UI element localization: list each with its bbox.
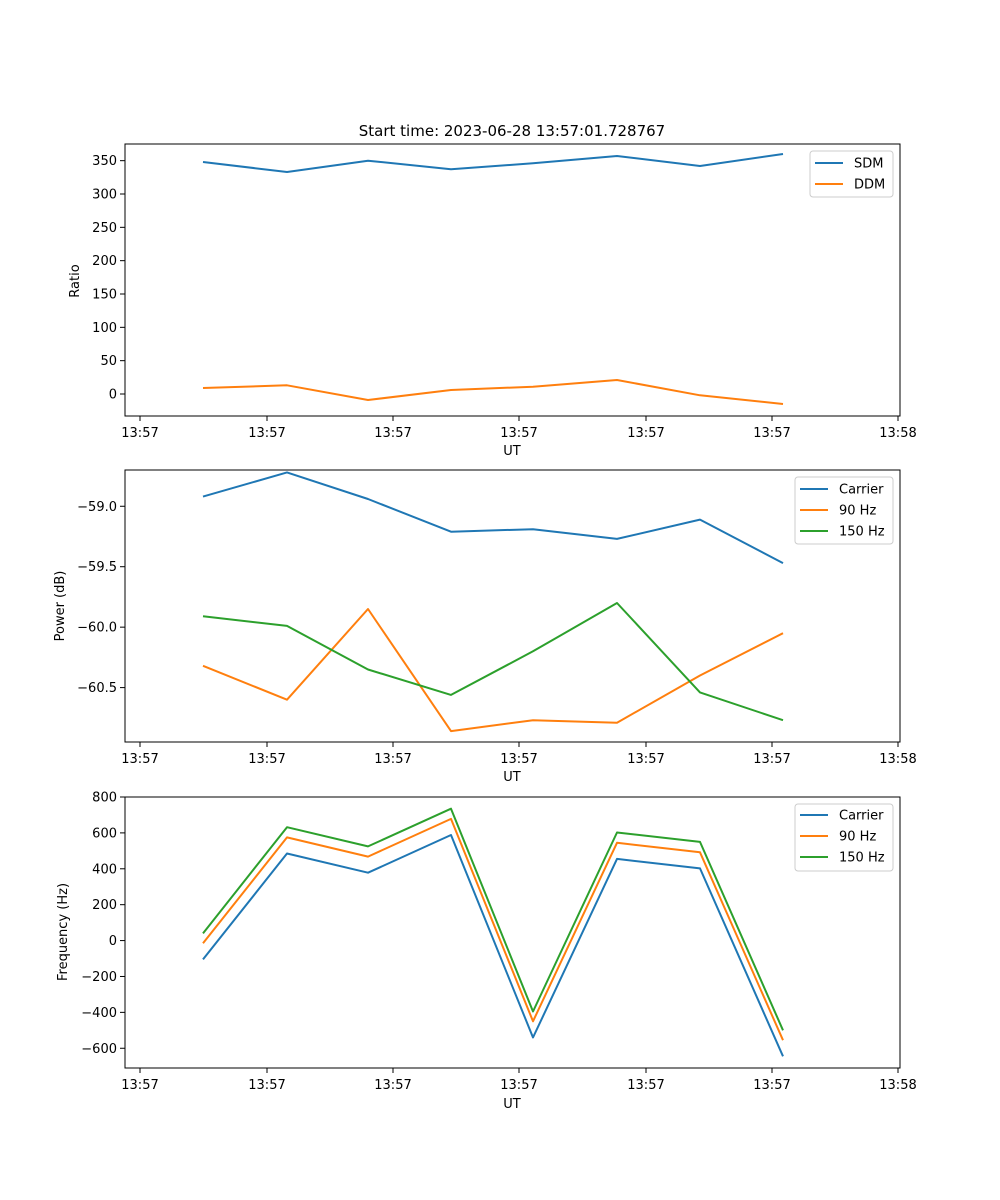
power-x-axis-label: UT: [503, 770, 521, 785]
frequency-x-tick-label-2: 13:57: [374, 1078, 411, 1093]
ratio-axes-frame: [124, 143, 901, 417]
ratio-y-tick-label-0: 0: [109, 388, 117, 403]
ratio-y-tick-label-7: 350: [92, 154, 117, 169]
frequency-legend-label-150hz: 150 Hz: [839, 851, 885, 866]
frequency-series-line-150hz: [202, 807, 784, 1031]
ratio-y-tick-label-1: 50: [100, 354, 117, 369]
frequency-y-tick-label-4: 0: [109, 934, 117, 949]
ratio-legend-label-ddm: DDM: [854, 178, 885, 193]
frequency-y-tick-label-7: −600: [81, 1042, 117, 1057]
frequency-x-tick-label-6: 13:58: [879, 1078, 916, 1093]
frequency-y-tick-label-6: −400: [81, 1006, 117, 1021]
ratio-x-tick-label-3: 13:57: [500, 426, 537, 441]
power-y-ticks: −59.0 −59.5 −60.0 −60.5: [77, 500, 125, 696]
power-series-line-carrier: [202, 471, 784, 564]
frequency-axes-frame: [124, 796, 901, 1069]
power-x-tick-label-4: 13:57: [627, 752, 664, 767]
power-y-tick-label-2: −60.0: [77, 621, 117, 636]
ratio-y-axis-label: Ratio: [68, 264, 83, 297]
ratio-plot-area: [202, 153, 784, 405]
power-axes-frame: [124, 469, 901, 743]
ratio-x-tick-label-6: 13:58: [879, 426, 916, 441]
frequency-x-tick-label-3: 13:57: [500, 1078, 537, 1093]
power-y-axis-label: Power (dB): [53, 571, 68, 642]
frequency-legend-label-90hz: 90 Hz: [839, 830, 876, 845]
power-x-tick-label-5: 13:57: [753, 752, 790, 767]
frequency-x-tick-label-0: 13:57: [121, 1078, 158, 1093]
frequency-series-line-90hz: [202, 817, 784, 1041]
frequency-x-tick-label-1: 13:57: [248, 1078, 285, 1093]
ratio-panel: Start time: 2023-06-28 13:57:01.728767 1…: [68, 122, 917, 459]
ratio-title: Start time: 2023-06-28 13:57:01.728767: [359, 122, 665, 140]
power-legend-label-90hz: 90 Hz: [839, 504, 876, 519]
ratio-series-line-sdm: [202, 153, 784, 173]
ratio-x-axis-label: UT: [503, 444, 521, 459]
frequency-y-axis-label: Frequency (Hz): [56, 883, 71, 981]
frequency-legend-box: [794, 803, 894, 872]
frequency-x-tick-label-4: 13:57: [627, 1078, 664, 1093]
ratio-y-tick-label-4: 200: [92, 254, 117, 269]
frequency-x-tick-label-5: 13:57: [753, 1078, 790, 1093]
power-x-tick-label-0: 13:57: [121, 752, 158, 767]
power-x-tick-label-1: 13:57: [248, 752, 285, 767]
ratio-series-line-ddm: [202, 379, 784, 405]
ratio-legend-label-sdm: SDM: [854, 157, 883, 172]
ratio-y-ticks: 0 50 100 150 200 250 300 350: [92, 154, 125, 403]
frequency-series-line-carrier: [202, 834, 784, 1057]
frequency-x-axis-label: UT: [503, 1097, 521, 1112]
power-plot-area: [202, 471, 784, 733]
ratio-y-tick-label-5: 250: [92, 221, 117, 236]
frequency-legend-label-carrier: Carrier: [839, 809, 884, 824]
power-series-line-90hz: [202, 608, 784, 733]
frequency-panel: 13:57 13:57 13:57 13:57 13:57 13:57 13:58 800 6…: [56, 791, 917, 1113]
ratio-legend: SDM DDM: [809, 150, 894, 198]
power-x-tick-label-6: 13:58: [879, 752, 916, 767]
power-legend-label-150hz: 150 Hz: [839, 525, 885, 540]
frequency-y-tick-label-0: 800: [92, 791, 117, 806]
frequency-y-tick-label-1: 600: [92, 826, 117, 841]
ratio-x-tick-label-5: 13:57: [753, 426, 790, 441]
power-x-ticks: 13:57 13:57 13:57 13:57 13:57 13:57 13:58: [121, 742, 917, 767]
frequency-legend: Carrier 90 Hz 150 Hz: [794, 803, 894, 872]
power-y-tick-label-0: −59.0: [77, 500, 117, 515]
ratio-x-ticks: 13:57 13:57 13:57 13:57 13:57 13:57 13:58: [121, 416, 917, 441]
power-legend-label-carrier: Carrier: [839, 483, 884, 498]
frequency-y-tick-label-3: 200: [92, 898, 117, 913]
frequency-y-tick-label-2: 400: [92, 862, 117, 877]
power-panel: 13:57 13:57 13:57 13:57 13:57 13:57 13:58 −59.…: [53, 469, 917, 785]
power-legend-box: [794, 476, 894, 545]
frequency-x-ticks: 13:57 13:57 13:57 13:57 13:57 13:57 13:58: [121, 1068, 917, 1093]
ratio-x-tick-label-0: 13:57: [121, 426, 158, 441]
ratio-y-tick-label-6: 300: [92, 188, 117, 203]
ratio-y-tick-label-3: 150: [92, 288, 117, 303]
frequency-plot-area: [202, 807, 784, 1057]
ratio-x-tick-label-1: 13:57: [248, 426, 285, 441]
power-y-tick-label-3: −60.5: [77, 681, 117, 696]
ratio-x-tick-label-2: 13:57: [374, 426, 411, 441]
power-x-tick-label-2: 13:57: [374, 752, 411, 767]
frequency-y-ticks: 800 600 400 200 0 −200 −400 −600: [81, 791, 125, 1057]
frequency-y-tick-label-5: −200: [81, 970, 117, 985]
ratio-x-tick-label-4: 13:57: [627, 426, 664, 441]
power-y-tick-label-1: −59.5: [77, 560, 117, 575]
power-x-tick-label-3: 13:57: [500, 752, 537, 767]
power-series-line-150hz: [202, 602, 784, 722]
ratio-y-tick-label-2: 100: [92, 321, 117, 336]
power-legend: Carrier 90 Hz 150 Hz: [794, 476, 894, 545]
